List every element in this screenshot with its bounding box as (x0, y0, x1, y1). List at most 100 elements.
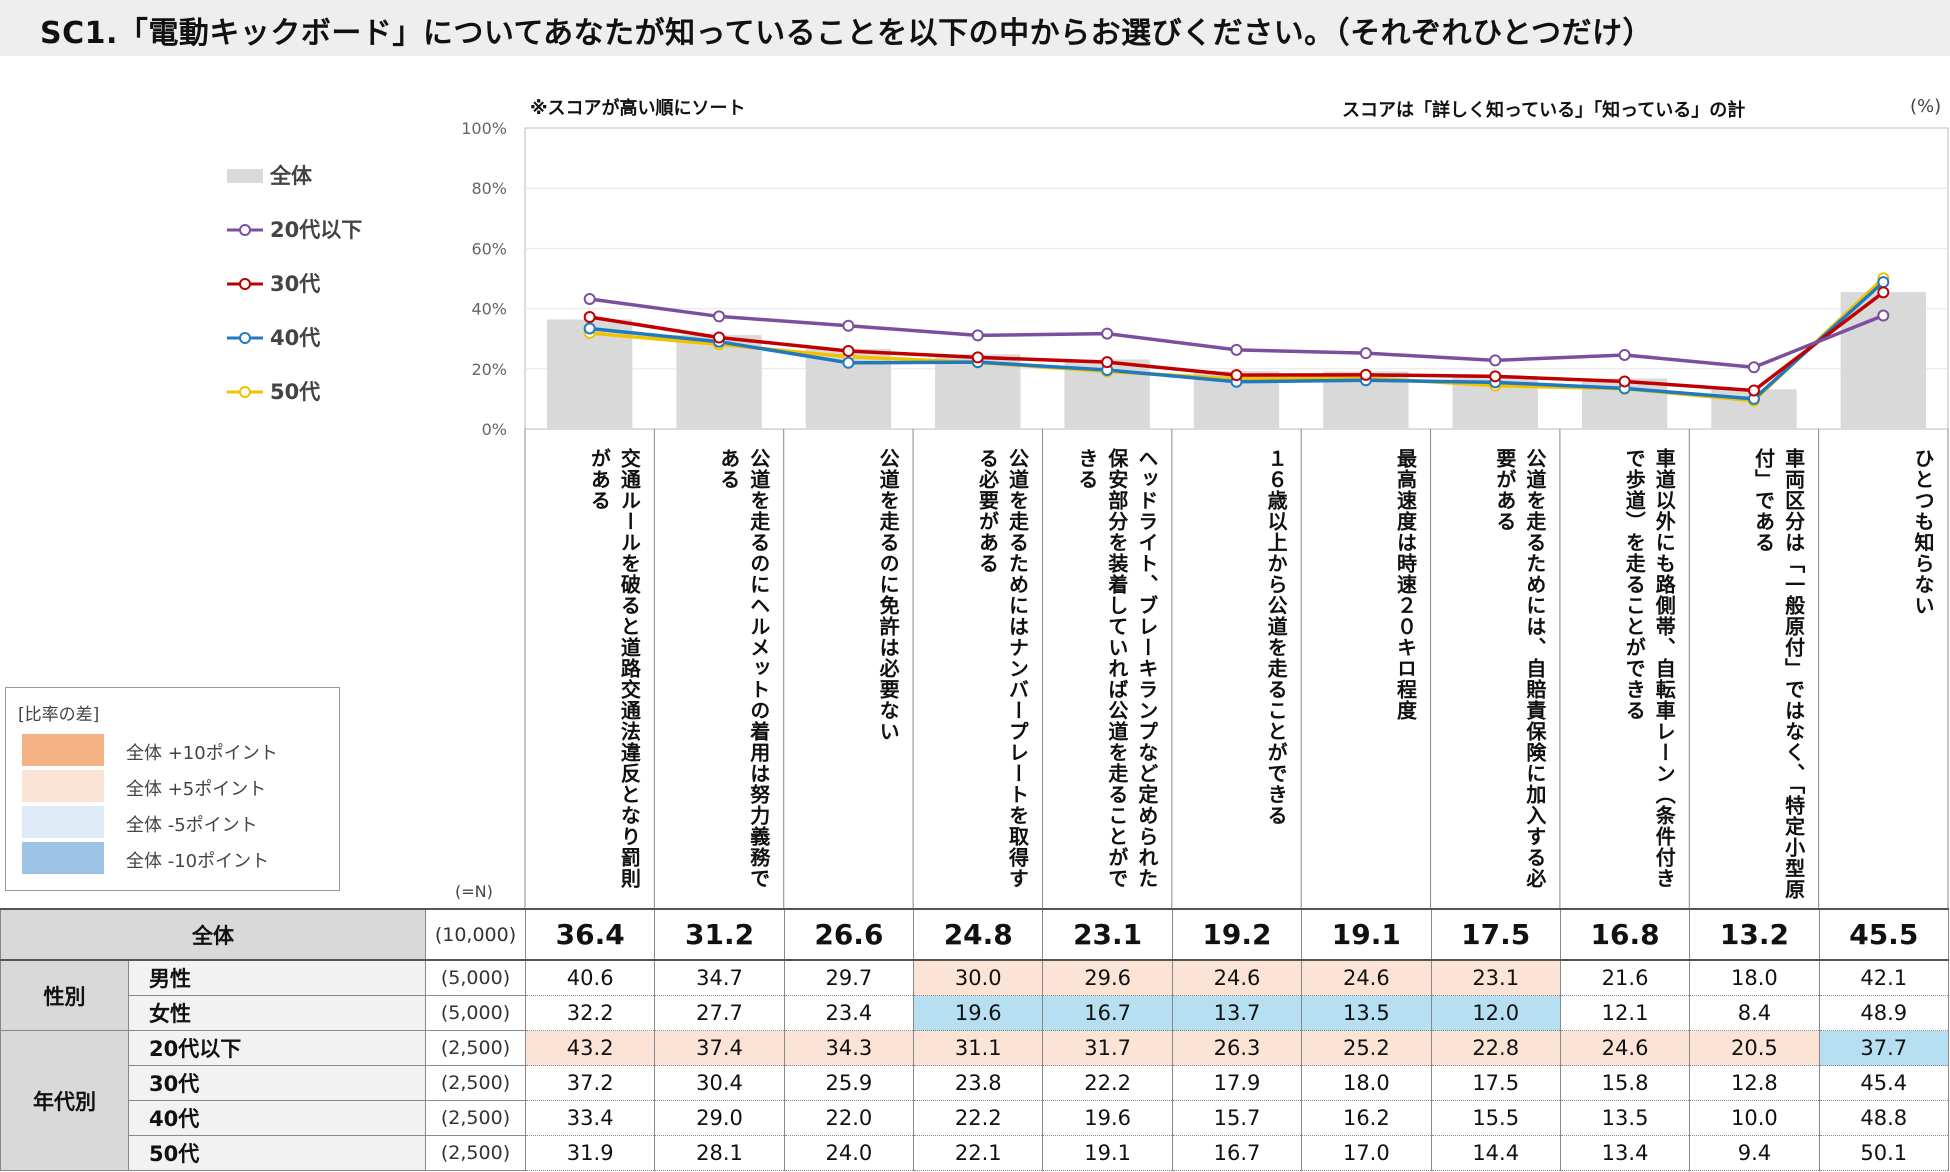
total-value: 45.5 (1818, 908, 1949, 961)
group-label: 年代別 (0, 1030, 129, 1171)
category-label: 公道を走るためには、自賠責保険に加入する必要がある (1492, 448, 1547, 889)
total-value: 31.2 (654, 908, 785, 961)
table-cell: 19.6 (913, 995, 1044, 1031)
y-tick-label: 60% (471, 239, 507, 258)
table-cell: 48.9 (1818, 995, 1949, 1031)
table-row: 50代 (2,500) 31.9 28.1 24.0 22.1 19.1 16.7 17.0 14… (1, 1135, 1949, 1171)
point-20代以下 (1230, 343, 1243, 356)
category-label-cell: １６歳以上から公道を走ることができる (1172, 440, 1301, 908)
table-cell: 12.1 (1559, 995, 1691, 1031)
category-label: 公道を走るのに免許は必要ない (876, 448, 901, 742)
table-cell: 24.6 (1171, 959, 1303, 996)
table-cell: 45.4 (1818, 1065, 1949, 1101)
row-label: 20代以下 (128, 1030, 426, 1066)
category-label-cell: 公道を走るためにはナンバープレートを取得する必要がある (913, 440, 1042, 908)
table-cell: 40.6 (524, 959, 656, 996)
row-n: (5,000) (425, 959, 526, 996)
category-label: ひとつも知らない (1910, 448, 1935, 616)
category-label: 公道を走るのにヘルメットの着用は努力義務である (716, 448, 771, 889)
point-20代以下 (1359, 347, 1372, 360)
total-value: 23.1 (1042, 908, 1173, 961)
table-cell: 23.1 (1430, 959, 1561, 996)
category-label: 交通ルールを破ると道路交通法違反となり罰則がある (587, 448, 642, 889)
diff-swatch (22, 806, 104, 838)
table-cell: 8.4 (1689, 995, 1820, 1031)
table-cell: 33.4 (524, 1100, 656, 1136)
table-cell: 37.2 (524, 1065, 656, 1101)
table-cell: 22.8 (1430, 1030, 1561, 1066)
diff-swatch (22, 734, 104, 766)
table-cell: 23.8 (913, 1065, 1044, 1101)
bar-全体 (676, 335, 762, 429)
table-cell: 17.9 (1171, 1065, 1303, 1101)
y-tick-label: 0% (482, 420, 507, 439)
point-20代以下 (1877, 309, 1890, 322)
table-cell: 16.7 (1171, 1135, 1303, 1171)
table-cell: 31.9 (524, 1135, 656, 1171)
diff-swatch (22, 770, 104, 802)
score-note: スコアは「詳しく知っている」「知っている」の計 (1342, 100, 1746, 121)
category-label: ヘッドライト、ブレーキランプなど定められた保安部分を装着していれば公道を走ること… (1074, 448, 1159, 889)
table-cell: 22.0 (783, 1100, 915, 1136)
total-value: 19.2 (1171, 908, 1303, 961)
table-cell: 19.6 (1042, 1100, 1173, 1136)
legend-swatch (227, 332, 263, 344)
point-30代 (1101, 356, 1114, 369)
table-cell: 16.7 (1042, 995, 1173, 1031)
row-label: 40代 (128, 1100, 426, 1136)
total-value: 16.8 (1559, 908, 1691, 961)
table-cell: 25.9 (783, 1065, 915, 1101)
table-cell: 50.1 (1818, 1135, 1949, 1171)
category-label-cell: 公道を走るのにヘルメットの着用は努力義務である (654, 440, 783, 908)
point-20代以下 (1618, 348, 1631, 361)
table-cell: 12.0 (1430, 995, 1561, 1031)
point-20代以下 (971, 329, 984, 342)
table-cell: 13.5 (1559, 1100, 1691, 1136)
legend-label: 30代 (270, 272, 321, 296)
point-30代 (971, 351, 984, 364)
table-cell: 15.7 (1171, 1100, 1303, 1136)
table-cell: 12.8 (1689, 1065, 1820, 1101)
legend-label: 全体 (270, 164, 312, 188)
point-40代 (842, 356, 855, 369)
point-40代 (583, 322, 596, 335)
total-n: (10,000) (425, 908, 526, 961)
row-label: 30代 (128, 1065, 426, 1101)
data-table: 全体 (10,000) 36.4 31.2 26.6 24.8 23.1 19.2 19.1 17… (0, 908, 1949, 1171)
diff-label: 全体 +10ポイント (126, 743, 278, 764)
title-bar: SC1.「電動キックボード」についてあなたが知っていることを以下の中からお選びく… (0, 0, 1950, 56)
table-cell: 13.5 (1301, 995, 1432, 1031)
category-label: 公道を走るためにはナンバープレートを取得する必要がある (975, 448, 1030, 889)
legend-label: 40代 (270, 326, 321, 350)
row-n: (2,500) (425, 1030, 526, 1066)
unit-note: (%) (1910, 96, 1942, 117)
table-cell: 17.0 (1301, 1135, 1432, 1171)
table-cell: 13.7 (1171, 995, 1303, 1031)
table-cell: 21.6 (1559, 959, 1691, 996)
group-label: 性別 (0, 959, 129, 1031)
diff-label: 全体 -10ポイント (126, 851, 270, 872)
table-cell: 13.4 (1559, 1135, 1691, 1171)
total-value: 13.2 (1689, 908, 1820, 961)
table-cell: 48.8 (1818, 1100, 1949, 1136)
row-label: 男性 (128, 959, 426, 996)
table-cell: 10.0 (1689, 1100, 1820, 1136)
row-label: 50代 (128, 1135, 426, 1171)
table-cell: 32.2 (524, 995, 656, 1031)
category-label: 最高速度は時速２０キロ程度 (1393, 448, 1418, 721)
table-cell: 22.1 (913, 1135, 1044, 1171)
table-row: 30代 (2,500) 37.2 30.4 25.9 23.8 22.2 17.9 18.0 17… (1, 1065, 1949, 1101)
point-30代 (1489, 370, 1502, 383)
point-20代以下 (1747, 361, 1760, 374)
table-cell: 37.4 (654, 1030, 785, 1066)
row-label: 女性 (128, 995, 426, 1031)
table-cell: 9.4 (1689, 1135, 1820, 1171)
table-cell: 30.0 (913, 959, 1044, 996)
table-cell: 27.7 (654, 995, 785, 1031)
point-20代以下 (583, 292, 596, 305)
point-30代 (1230, 369, 1243, 382)
table-cell: 29.6 (1042, 959, 1173, 996)
legend-swatch (227, 386, 263, 398)
point-30代 (1877, 286, 1890, 299)
y-tick-label: 40% (471, 300, 507, 319)
